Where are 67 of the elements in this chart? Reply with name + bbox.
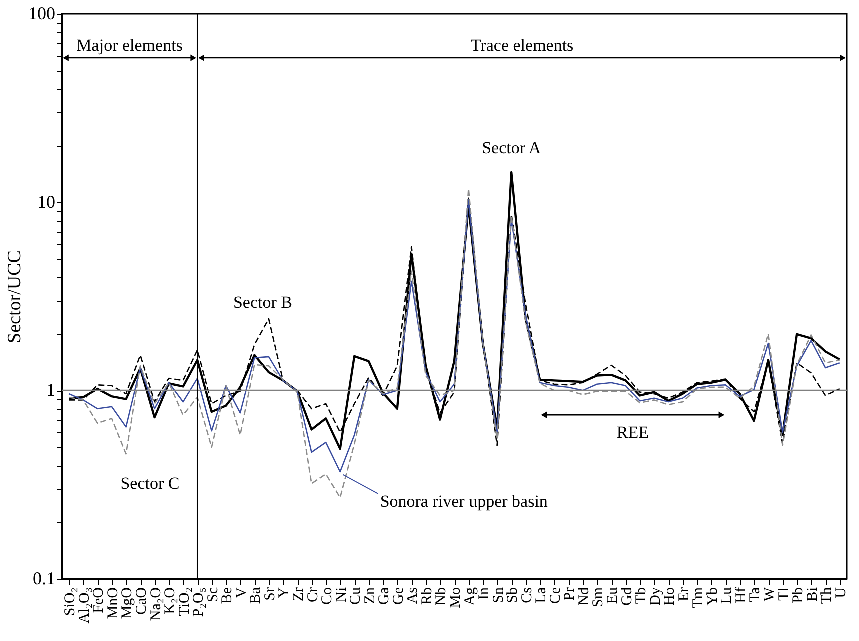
x-tick-label: K₂O <box>162 587 179 614</box>
x-tick-label: In <box>476 587 493 600</box>
x-tick-label: Ag <box>462 587 478 606</box>
x-tick-label: FeO <box>91 587 108 614</box>
x-tick-label: Sn <box>490 587 507 604</box>
x-tick-label: MnO <box>105 587 122 620</box>
x-tick-label: Zn <box>362 587 378 604</box>
x-tick-label: Zr <box>291 588 307 602</box>
x-tick-label: Ga <box>376 587 393 605</box>
x-tick-label: Ta <box>748 587 764 602</box>
y-tick-label: 10 <box>38 192 56 212</box>
x-tick-label: Yb <box>704 588 721 606</box>
series-label: Sector A <box>482 138 542 158</box>
series-label: Sector C <box>120 474 180 494</box>
x-tick-label: P₂O₅ <box>191 588 208 618</box>
x-tick-label: Ge <box>390 587 407 605</box>
y-tick-label: 0.1 <box>33 568 56 588</box>
x-tick-label: La <box>534 587 550 604</box>
x-tick-label: Cr <box>305 587 322 602</box>
x-tick-label: Na₂O <box>148 587 164 622</box>
annotation: Trace elements <box>470 36 574 56</box>
x-tick-label: Ce <box>548 587 564 604</box>
x-tick-label: Cu <box>348 587 364 606</box>
y-tick-label: 1 <box>46 380 56 400</box>
annotation: Major elements <box>76 36 183 56</box>
y-tick-label: 100 <box>28 4 56 24</box>
x-tick-label: Sc <box>205 587 222 602</box>
x-tick-label: Tl <box>776 588 792 601</box>
x-tick-label: Rb <box>419 588 436 606</box>
x-tick-label: W <box>762 586 778 602</box>
x-tick-label: Cs <box>519 587 536 604</box>
x-tick-label: Sm <box>590 587 607 608</box>
x-tick-label: Dy <box>648 587 664 606</box>
x-tick-label: Nd <box>576 587 592 606</box>
x-tick-label: Th <box>819 587 836 604</box>
x-tick-label: As <box>405 587 422 604</box>
x-tick-label: MgO <box>120 587 136 620</box>
x-tick-label: Nb <box>434 588 450 606</box>
x-tick-label: Tb <box>634 588 650 604</box>
x-tick-label: Tm <box>690 587 707 608</box>
x-tick-label: CaO <box>134 587 150 615</box>
x-tick-label: TiO₂ <box>176 588 193 616</box>
x-tick-label: Ni <box>334 588 350 602</box>
x-tick-label: SiO₂ <box>62 588 79 616</box>
x-tick-label: Ho <box>662 588 678 606</box>
x-tick-label: Bi <box>804 588 821 602</box>
x-tick-label: V <box>234 587 250 598</box>
x-tick-label: Ba <box>248 587 264 604</box>
x-tick-label: Gd <box>619 587 636 606</box>
x-tick-label: Sb <box>505 588 522 604</box>
x-tick-label: Eu <box>605 587 621 604</box>
x-tick-label: Al₂O₃ <box>76 588 93 624</box>
x-tick-label: Be <box>220 587 236 604</box>
x-tick-label: U <box>833 587 850 598</box>
x-tick-label: Y <box>276 587 293 598</box>
annotation: REE <box>616 423 649 442</box>
y-axis-title: Sector/UCC <box>4 250 26 344</box>
x-tick-label: Co <box>320 588 336 606</box>
x-tick-label: Sr <box>262 588 278 601</box>
x-tick-label: Er <box>676 588 692 602</box>
x-tick-label: Pr <box>562 588 578 601</box>
x-tick-label: Mo <box>448 588 464 608</box>
text: Sonora river upper basin <box>380 492 548 511</box>
series-label: Sector B <box>233 293 292 312</box>
x-tick-label: Hf <box>733 587 750 604</box>
x-tick-label: Lu <box>719 587 736 604</box>
x-tick-label: Pb <box>790 588 807 604</box>
